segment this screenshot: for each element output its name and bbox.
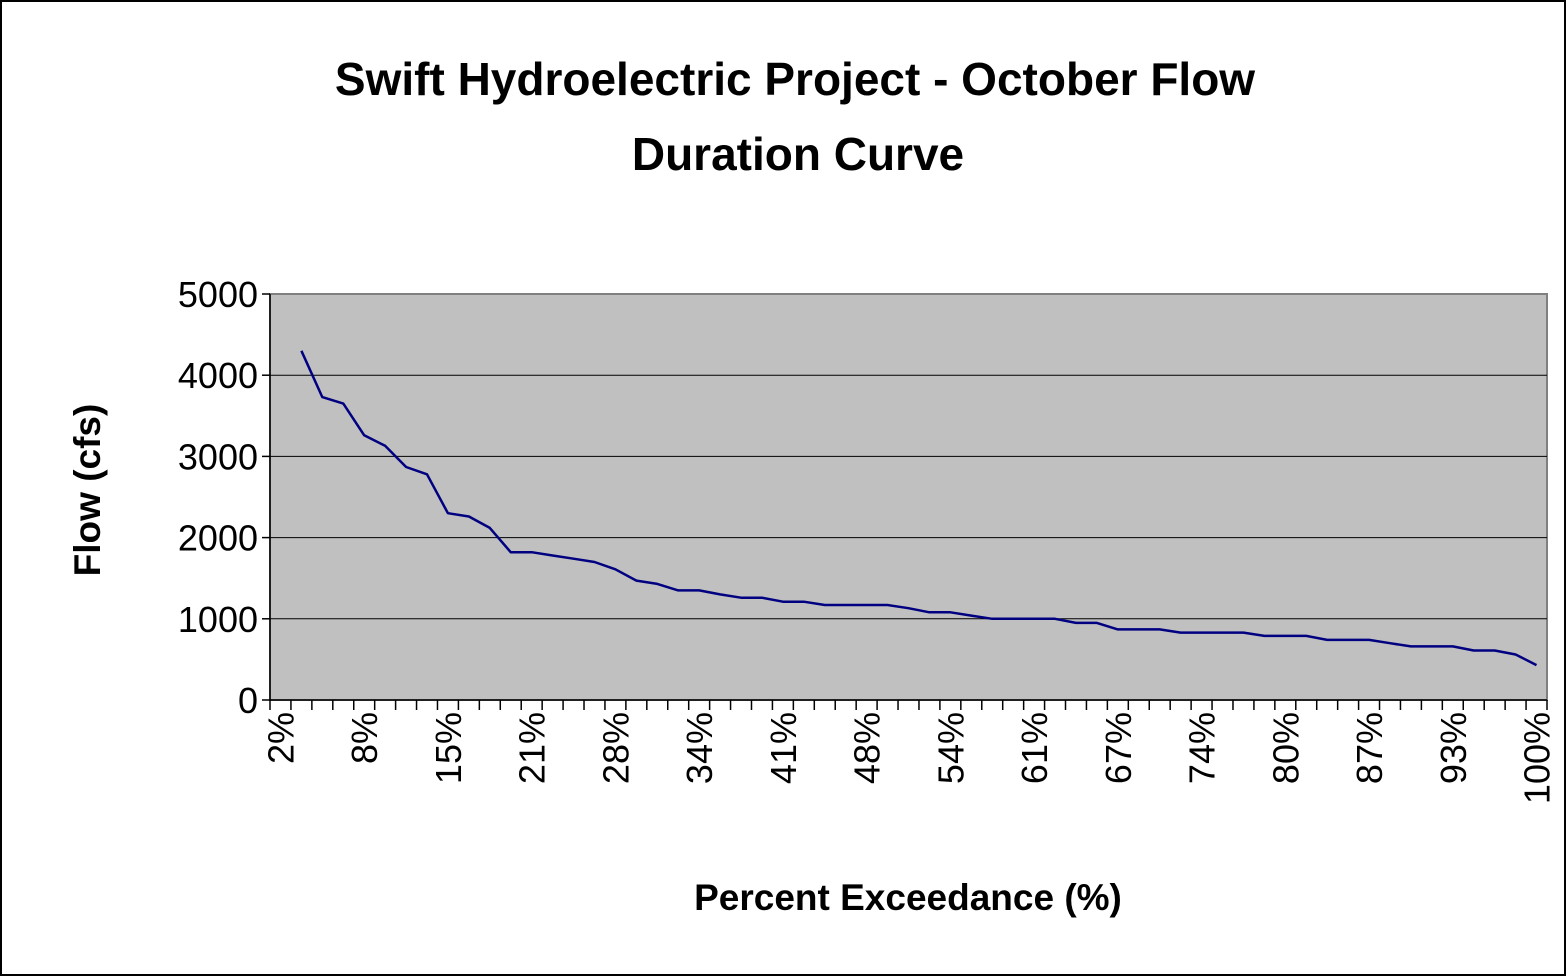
x-tick-label: 21% xyxy=(512,712,553,784)
x-tick-label: 100% xyxy=(1517,712,1558,804)
x-tick-label: 74% xyxy=(1182,712,1223,784)
y-tick-label: 3000 xyxy=(178,436,258,477)
x-tick-label: 28% xyxy=(595,712,636,784)
x-tick-label: 93% xyxy=(1433,712,1474,784)
y-axis-title: Flow (cfs) xyxy=(67,404,108,577)
data-line xyxy=(300,350,1538,667)
y-tick-label: 4000 xyxy=(178,355,258,396)
x-tick-label: 80% xyxy=(1265,712,1306,784)
x-tick-label: 34% xyxy=(679,712,720,784)
chart-title: Swift Hydroelectric Project - October Fl… xyxy=(335,53,1255,105)
x-tick-label: 8% xyxy=(344,712,385,764)
y-tick-label: 2000 xyxy=(178,518,258,559)
y-tick-label: 5000 xyxy=(178,274,258,315)
x-tick-label: 2% xyxy=(260,712,301,764)
x-axis-title: Percent Exceedance (%) xyxy=(694,877,1122,918)
plot-area xyxy=(269,293,1548,701)
y-tick-label: 0 xyxy=(238,680,258,721)
y-tick-label: 1000 xyxy=(178,599,258,640)
x-tick-label: 61% xyxy=(1014,712,1055,784)
x-tick-label: 54% xyxy=(930,712,971,784)
x-tick-label: 87% xyxy=(1349,712,1390,784)
chart-title: Duration Curve xyxy=(632,128,964,180)
x-tick-label: 41% xyxy=(763,712,804,784)
x-tick-label: 48% xyxy=(847,712,888,784)
x-tick-label: 15% xyxy=(428,712,469,784)
x-tick-label: 67% xyxy=(1098,712,1139,784)
